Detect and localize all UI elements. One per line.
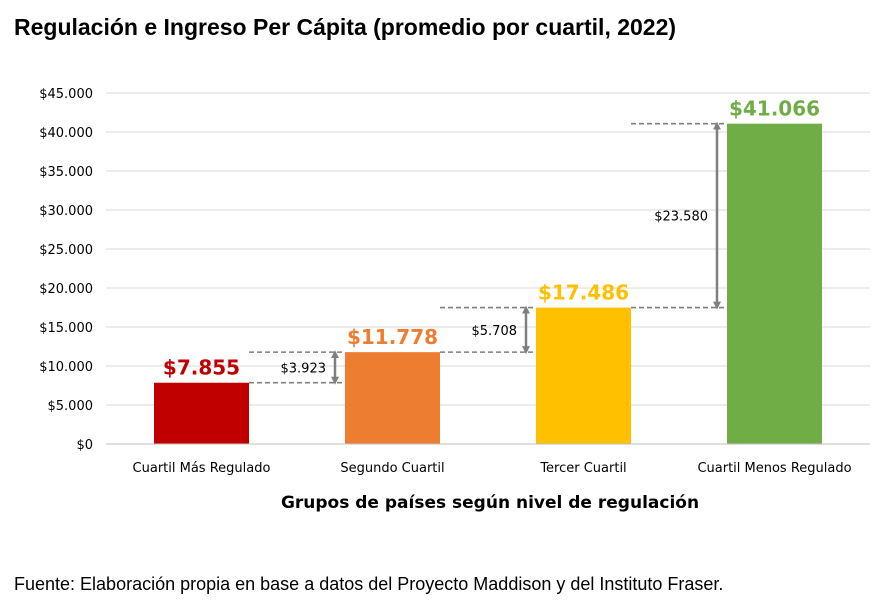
y-tick-label: $20.000 — [39, 282, 93, 297]
data-label: $41.066 — [729, 97, 820, 121]
data-label: $7.855 — [163, 356, 240, 380]
axes: $0 $5.000 $10.000 $15.000 $20.000 $25.000 $30.… — [39, 87, 870, 476]
bar — [727, 123, 822, 444]
difference-label: $23.580 — [654, 210, 708, 225]
data-labels: $7.855 $11.778 $17.486 $41.066 — [163, 97, 820, 380]
y-tick-label: $5.000 — [48, 399, 94, 414]
difference-label: $5.708 — [472, 324, 518, 339]
y-tick-label: $30.000 — [39, 204, 93, 219]
difference-label: $3.923 — [281, 361, 327, 376]
y-tick-label: $0 — [76, 438, 93, 453]
x-tick-label: Cuartil Menos Regulado — [697, 461, 851, 476]
y-tick-label: $35.000 — [39, 165, 93, 180]
y-tick-label: $40.000 — [39, 126, 93, 141]
source-note: Fuente: Elaboración propia en base a dat… — [14, 574, 724, 594]
data-label: $17.486 — [538, 281, 629, 305]
bars — [154, 123, 822, 444]
x-tick-label: Tercer Cuartil — [539, 461, 626, 476]
x-axis-title: Grupos de países según nivel de regulaci… — [281, 493, 699, 513]
difference-annotations: $3.923 $5.708 $23.580 — [249, 121, 727, 385]
bar-chart: $3.923 $5.708 $23.580 $7.855 $11.778 $17.486… — [39, 87, 870, 513]
y-tick-label: $25.000 — [39, 243, 93, 258]
y-tick-label: $45.000 — [39, 87, 93, 102]
x-tick-label: Cuartil Más Regulado — [133, 461, 271, 476]
bar — [154, 382, 249, 444]
y-tick-label: $10.000 — [39, 360, 93, 375]
bar — [345, 352, 440, 444]
bar — [536, 307, 631, 444]
data-label: $11.778 — [347, 325, 438, 349]
chart-title: Regulación e Ingreso Per Cápita (promedi… — [14, 14, 677, 40]
y-tick-label: $15.000 — [39, 321, 93, 336]
x-tick-label: Segundo Cuartil — [340, 461, 444, 476]
